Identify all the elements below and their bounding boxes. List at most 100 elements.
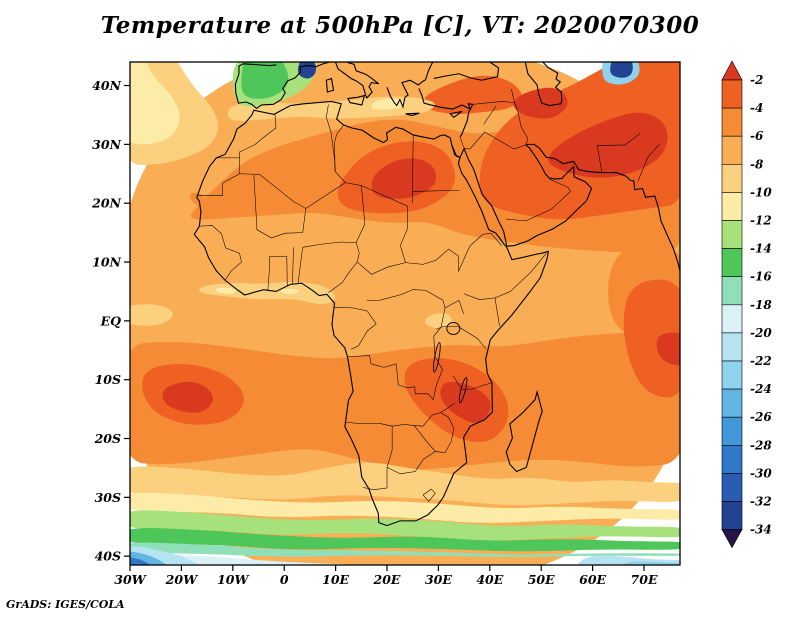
country-border <box>422 488 436 502</box>
country-border <box>199 225 242 281</box>
y-tick-label: 10N <box>92 255 121 270</box>
coastline <box>449 110 463 119</box>
temp-region <box>130 528 680 552</box>
country-border <box>506 208 552 222</box>
country-border <box>334 307 377 350</box>
colorbar-label: -24 <box>750 382 772 396</box>
plot-frame <box>129 61 681 566</box>
temp-region <box>130 304 173 326</box>
coastline <box>325 77 335 93</box>
colorbar-label: -8 <box>750 157 764 171</box>
colorbar-band <box>721 276 743 306</box>
x-tick-label: 60E <box>579 572 606 587</box>
colorbar-label: -18 <box>750 298 772 312</box>
country-border <box>436 326 459 330</box>
colorbar-label: -14 <box>750 242 772 256</box>
colorbar-label: -30 <box>750 466 772 480</box>
country-border <box>459 136 464 148</box>
country-border <box>464 131 526 150</box>
coastline <box>433 62 500 81</box>
colorbar-label: -4 <box>750 101 763 115</box>
colorbar-label: -2 <box>750 73 763 87</box>
country-border <box>334 171 408 207</box>
colorbar-band <box>721 164 743 193</box>
x-tick-label: 0 <box>280 572 289 587</box>
y-tick-label: 20S <box>94 431 121 446</box>
country-border <box>414 402 456 427</box>
country-border <box>483 105 497 125</box>
country-border <box>453 376 492 390</box>
coastline <box>405 112 420 117</box>
colorbar-band <box>721 304 743 334</box>
y-tick-label: 40N <box>92 78 121 93</box>
temp-region <box>440 381 491 423</box>
temp-region <box>198 281 335 305</box>
temp-region <box>623 279 680 398</box>
y-tick-label: EQ <box>100 313 122 328</box>
colorbar-band <box>721 416 743 446</box>
coastline <box>451 144 593 247</box>
colorbar-band <box>721 388 743 418</box>
country-border <box>414 425 446 453</box>
temp-region <box>130 332 680 470</box>
coastline <box>335 62 380 99</box>
colorbar-band <box>721 360 743 390</box>
country-border <box>366 289 444 301</box>
y-tick-label: 20N <box>91 196 121 211</box>
country-border <box>411 134 414 204</box>
grads-credit: GrADS: IGES/COLA <box>6 598 125 611</box>
country-border <box>464 293 500 327</box>
colorbar-label: -32 <box>750 495 772 509</box>
country-border <box>334 125 344 172</box>
x-tick-label: 50E <box>528 572 555 587</box>
x-tick-label: 70E <box>631 572 658 587</box>
coastline <box>418 88 474 138</box>
colorbar-band <box>721 332 743 362</box>
colorbar-label: -6 <box>750 129 764 143</box>
coastline <box>234 62 331 110</box>
country-border <box>344 421 415 427</box>
country-border <box>472 89 515 105</box>
temp-region <box>424 313 452 329</box>
country-border <box>405 248 459 272</box>
basemap-coastlines <box>193 62 680 527</box>
colorbar-band <box>721 79 743 109</box>
x-tick-label: 20W <box>165 572 199 587</box>
temp-region <box>280 288 299 295</box>
country-border <box>444 299 464 314</box>
colorbar-label: -16 <box>750 270 772 284</box>
country-border <box>637 144 660 182</box>
temp-region <box>130 62 180 145</box>
country-border <box>355 185 366 243</box>
country-border <box>302 241 360 293</box>
temp-region <box>130 462 680 506</box>
country-border <box>596 132 641 173</box>
colorbar-band <box>721 220 743 249</box>
colorbar-band <box>721 248 743 278</box>
colorbar-band <box>721 444 743 474</box>
y-tick-label: 30S <box>95 490 121 505</box>
temp-region <box>130 542 680 557</box>
coastline <box>505 389 543 473</box>
y-tick-label: 30N <box>92 137 121 152</box>
temp-region <box>241 62 289 99</box>
colorbar-above-triangle <box>721 60 743 81</box>
country-border <box>440 412 455 453</box>
country-border <box>482 232 502 246</box>
temp-region <box>371 98 405 110</box>
x-tick-label: 10W <box>217 572 250 587</box>
x-tick-label: 40E <box>476 572 503 587</box>
colorbar-label: -34 <box>750 523 772 537</box>
country-border <box>458 326 486 349</box>
country-border <box>267 255 287 291</box>
axes: 30W 20W 10W 0 10E 20E 30E 40E 50E 60E 70E 40N 30N 20N… <box>91 78 658 587</box>
coastline <box>347 94 366 106</box>
temp-region <box>610 62 633 78</box>
country-border <box>386 426 393 488</box>
x-tick-label: 10E <box>322 572 349 587</box>
country-border <box>549 178 571 210</box>
colorbar-label: -26 <box>750 410 772 424</box>
coastline <box>524 62 563 107</box>
x-tick-label: 30W <box>114 572 147 587</box>
